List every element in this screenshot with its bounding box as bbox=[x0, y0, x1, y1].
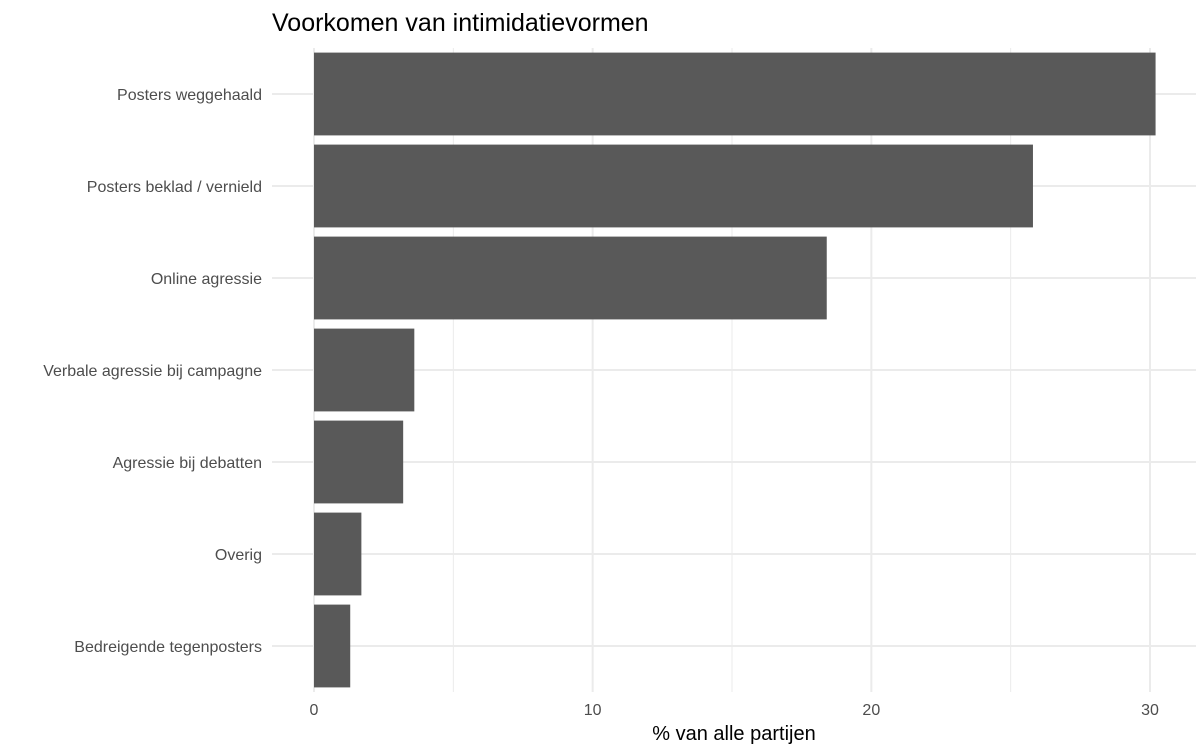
y-tick-label: Overig bbox=[215, 547, 262, 564]
x-tick-label: 20 bbox=[862, 702, 880, 719]
bar bbox=[314, 328, 415, 412]
y-tick-label: Posters beklad / vernield bbox=[87, 179, 262, 196]
y-tick-label: Online agressie bbox=[151, 271, 262, 288]
x-axis-tick-labels: 0 10 20 30 bbox=[310, 702, 1159, 719]
chart-title: Voorkomen van intimidatievormen bbox=[272, 9, 649, 37]
y-tick-label: Posters weggehaald bbox=[117, 87, 262, 104]
y-tick-label: Bedreigende tegenposters bbox=[74, 639, 262, 656]
bar bbox=[314, 604, 351, 688]
y-tick-label: Verbale agressie bij campagne bbox=[43, 363, 262, 380]
bar bbox=[314, 144, 1033, 228]
bar bbox=[314, 512, 362, 596]
bar bbox=[314, 236, 827, 320]
bar bbox=[314, 420, 404, 504]
bars bbox=[314, 52, 1156, 688]
x-tick-label: 30 bbox=[1141, 702, 1159, 719]
x-tick-label: 0 bbox=[310, 702, 319, 719]
bar bbox=[314, 52, 1156, 136]
x-tick-label: 10 bbox=[584, 702, 602, 719]
x-axis-title: % van alle partijen bbox=[652, 723, 815, 745]
y-tick-label: Agressie bij debatten bbox=[113, 455, 262, 472]
y-axis-tick-labels: Posters weggehaald Posters beklad / verni… bbox=[43, 87, 262, 656]
